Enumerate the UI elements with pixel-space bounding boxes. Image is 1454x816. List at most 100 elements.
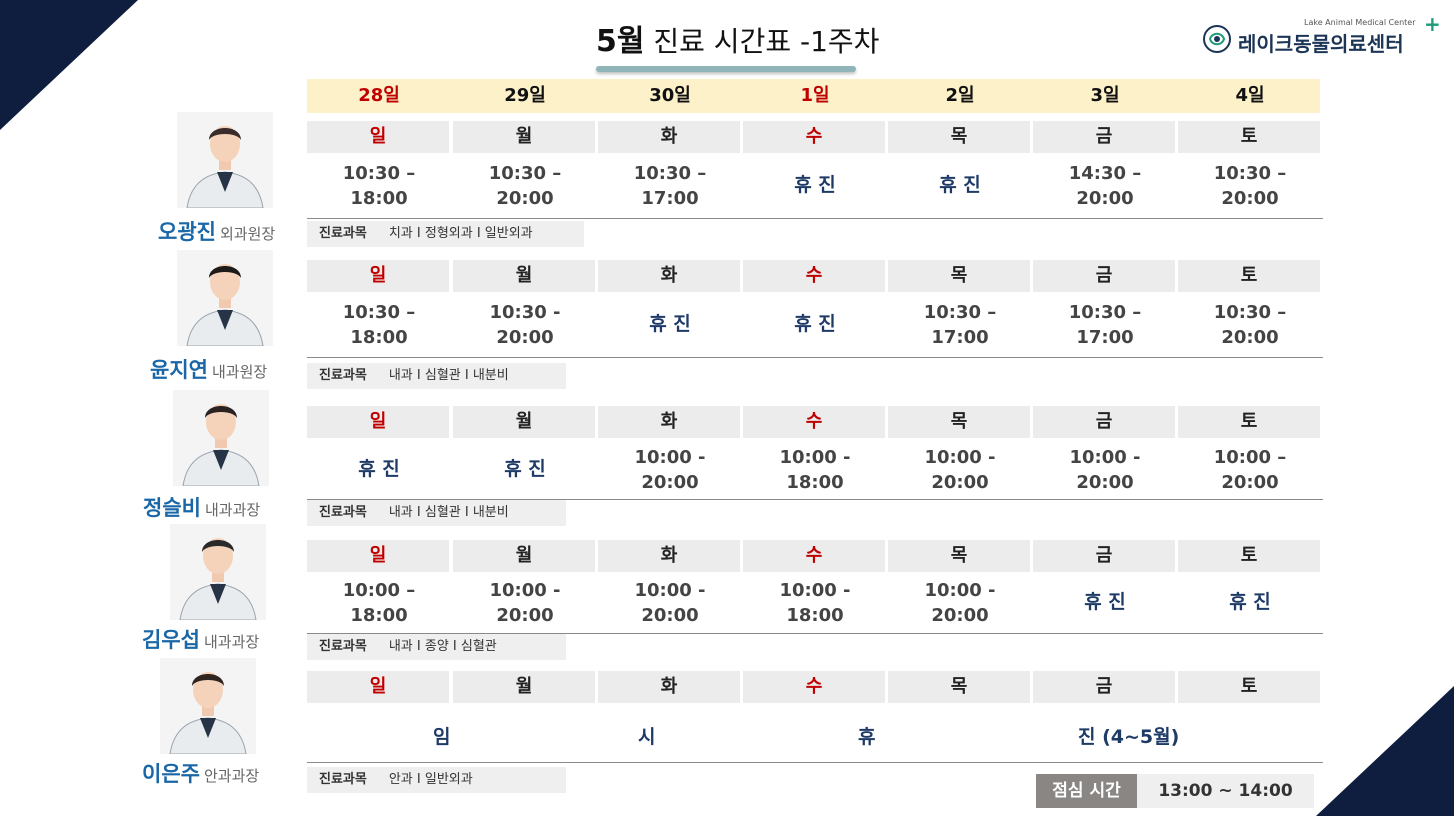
end-time: 18:00 bbox=[350, 188, 408, 209]
start-time: 10:30 – bbox=[633, 163, 707, 184]
department-label: 진료과목 bbox=[319, 772, 367, 787]
hours-cell: 10:30 - 20:00 bbox=[453, 300, 597, 350]
doctor-rank: 외과원장 bbox=[219, 225, 276, 243]
closed-text: 휴 진 bbox=[504, 458, 546, 480]
weekday-cell: 목 bbox=[888, 121, 1030, 153]
start-time: 10:00 - bbox=[1069, 447, 1141, 468]
department-box: 진료과목 내과 I 심혈관 I 내분비 bbox=[307, 363, 566, 389]
date-cell: 1일 bbox=[800, 85, 830, 106]
weekday-cell: 금 bbox=[1033, 406, 1175, 438]
closed-day-cell: 휴 진 bbox=[1178, 590, 1322, 615]
weekday-cell: 수 bbox=[743, 121, 885, 153]
doctor-name-label: 정슬비 내과과장 bbox=[143, 492, 260, 522]
department-list: 치과 I 정형외과 I 일반외과 bbox=[388, 226, 533, 241]
doctor-name-label: 윤지연 내과원장 bbox=[150, 354, 267, 384]
female-doctor-avatar-2 bbox=[160, 658, 256, 754]
hours-cell: 10:00 - 20:00 bbox=[888, 578, 1032, 628]
end-time: 20:00 bbox=[931, 472, 989, 493]
start-time: 10:30 – bbox=[1213, 163, 1287, 184]
start-time: 10:00 - bbox=[924, 447, 996, 468]
closed-notice-word: 시 bbox=[638, 726, 656, 748]
department-label: 진료과목 bbox=[319, 505, 367, 520]
date-cell: 30일 bbox=[649, 85, 691, 106]
department-label: 진료과목 bbox=[319, 639, 367, 654]
doctor-rank: 내과원장 bbox=[211, 363, 268, 381]
closed-day-cell: 휴 진 bbox=[1033, 590, 1177, 615]
doctor-name: 윤지연 bbox=[150, 358, 208, 382]
male-doctor-avatar bbox=[177, 112, 273, 208]
weekday-cell: 화 bbox=[598, 671, 740, 703]
weekday-cell: 월 bbox=[453, 671, 595, 703]
hours-cell: 10:30 – 17:00 bbox=[598, 161, 742, 211]
end-time: 20:00 bbox=[1076, 188, 1134, 209]
closed-text: 휴 진 bbox=[794, 313, 836, 335]
logo-subtitle: Lake Animal Medical Center bbox=[1304, 18, 1416, 27]
start-time: 10:00 - bbox=[779, 580, 851, 601]
closed-text: 휴 진 bbox=[1084, 591, 1126, 613]
end-time: 17:00 bbox=[1076, 327, 1134, 348]
department-list: 내과 I 종양 I 심혈관 bbox=[388, 639, 497, 654]
weekday-cell: 월 bbox=[453, 406, 595, 438]
weekday-cell: 토 bbox=[1178, 406, 1320, 438]
weekday-cell: 토 bbox=[1178, 260, 1320, 292]
end-time: 20:00 bbox=[1221, 327, 1279, 348]
page-title: 5월 진료 시간표 -1주차 bbox=[596, 16, 879, 60]
title-month: 5월 bbox=[596, 24, 645, 59]
weekday-cell: 화 bbox=[598, 406, 740, 438]
clinic-logo: Lake Animal Medical Center + 레이크동물의료센터 bbox=[1202, 12, 1442, 60]
male-doctor-glasses-avatar bbox=[170, 524, 266, 620]
start-time: 10:00 – bbox=[342, 580, 416, 601]
female-doctor-avatar bbox=[177, 250, 273, 346]
doctor-name: 오광진 bbox=[158, 220, 216, 244]
end-time: 20:00 bbox=[1076, 472, 1134, 493]
doctor-name-label: 이은주 안과과장 bbox=[142, 758, 259, 788]
weekday-cell: 토 bbox=[1178, 540, 1320, 572]
end-time: 20:00 bbox=[496, 188, 554, 209]
closed-day-cell: 휴 진 bbox=[888, 173, 1032, 198]
row-divider bbox=[307, 762, 1323, 763]
title-text: 진료 시간표 -1주차 bbox=[644, 25, 880, 58]
doctor-rank: 내과과장 bbox=[203, 633, 260, 651]
hours-cell: 10:30 – 20:00 bbox=[1178, 300, 1322, 350]
weekday-cell: 목 bbox=[888, 671, 1030, 703]
start-time: 10:00 - bbox=[924, 580, 996, 601]
closed-notice-word: 진 (4~5월) bbox=[1078, 726, 1180, 748]
date-cell: 4일 bbox=[1235, 85, 1265, 106]
hours-cell: 10:00 - 20:00 bbox=[598, 578, 742, 628]
hours-cell: 10:30 – 18:00 bbox=[307, 300, 451, 350]
doctor-name: 정슬비 bbox=[143, 496, 201, 520]
start-time: 10:00 - bbox=[634, 447, 706, 468]
row-divider bbox=[307, 633, 1323, 634]
hours-cell: 10:30 – 20:00 bbox=[1178, 161, 1322, 211]
start-time: 10:30 – bbox=[488, 163, 562, 184]
weekday-cell: 수 bbox=[743, 260, 885, 292]
start-time: 10:30 – bbox=[342, 302, 416, 323]
hours-cell: 10:00 – 18:00 bbox=[307, 578, 451, 628]
doctor-name: 이은주 bbox=[142, 762, 200, 786]
weekday-cell: 수 bbox=[743, 406, 885, 438]
hours-cell: 10:30 – 17:00 bbox=[1033, 300, 1177, 350]
department-label: 진료과목 bbox=[319, 368, 367, 383]
weekday-cell: 월 bbox=[453, 121, 595, 153]
closed-day-cell: 휴 진 bbox=[453, 457, 597, 482]
corner-decoration-bottom-right bbox=[1316, 686, 1454, 816]
closed-text: 휴 진 bbox=[1229, 591, 1271, 613]
date-cell: 3일 bbox=[1090, 85, 1120, 106]
doctor-rank: 안과과장 bbox=[203, 767, 260, 785]
logo-swirl-icon bbox=[1203, 25, 1231, 53]
hours-cell: 10:30 – 17:00 bbox=[888, 300, 1032, 350]
hours-cell: 10:00 - 20:00 bbox=[1033, 445, 1177, 495]
closed-day-cell: 휴 진 bbox=[743, 173, 887, 198]
department-list: 내과 I 심혈관 I 내분비 bbox=[388, 505, 509, 520]
hours-cell: 10:30 – 18:00 bbox=[307, 161, 451, 211]
lunch-label: 점심 시간 bbox=[1036, 774, 1137, 808]
weekday-cell: 목 bbox=[888, 260, 1030, 292]
end-time: 20:00 bbox=[641, 472, 699, 493]
hours-cell: 10:00 – 20:00 bbox=[1178, 445, 1322, 495]
weekday-cell: 화 bbox=[598, 260, 740, 292]
end-time: 18:00 bbox=[350, 605, 408, 626]
end-time: 18:00 bbox=[350, 327, 408, 348]
hours-cell: 10:30 – 20:00 bbox=[453, 161, 597, 211]
weekday-cell: 금 bbox=[1033, 121, 1175, 153]
closed-day-cell: 휴 진 bbox=[743, 312, 887, 337]
